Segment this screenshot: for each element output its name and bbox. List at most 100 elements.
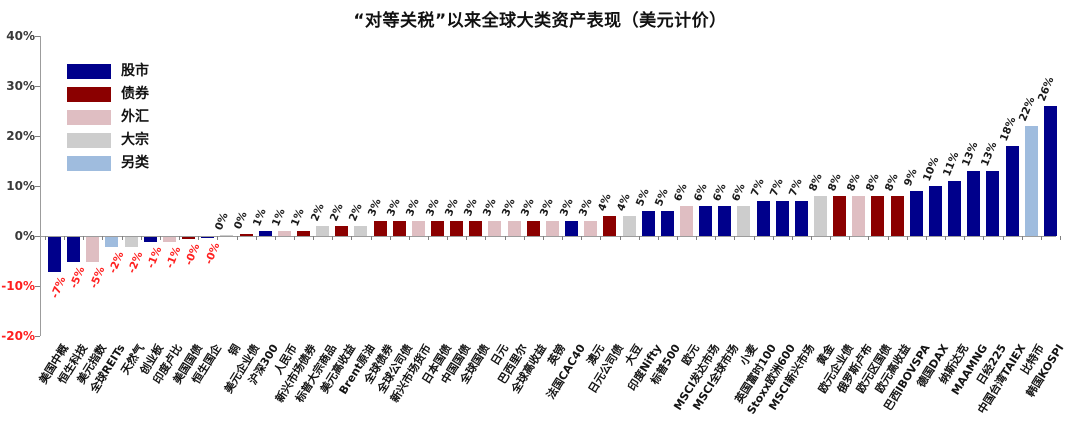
x-axis-tick	[657, 236, 659, 240]
legend-label: 债券	[121, 86, 149, 102]
bar-value-label: 4%	[614, 191, 633, 213]
legend-swatch	[67, 110, 111, 125]
x-axis-tick	[217, 236, 219, 240]
bar	[603, 216, 617, 236]
x-axis-tick	[370, 236, 372, 240]
x-axis-tick	[696, 236, 698, 240]
bar-value-label: 3%	[365, 196, 384, 218]
bar-value-label: 2%	[327, 201, 346, 223]
bar	[201, 237, 215, 238]
bar	[48, 237, 61, 272]
x-axis-tick	[45, 236, 46, 240]
legend-item: 股市	[67, 64, 149, 79]
bar-value-label: -2%	[125, 250, 146, 276]
bar	[162, 237, 176, 242]
bar	[584, 221, 598, 236]
bar-value-label: 8%	[882, 171, 901, 193]
bar	[277, 231, 291, 236]
bar-value-label: 3%	[461, 196, 480, 218]
legend-label: 股市	[121, 63, 149, 79]
x-axis-tick	[255, 236, 257, 240]
x-axis-tick	[408, 236, 410, 240]
y-axis-label: -20%	[1, 329, 35, 343]
legend-item: 外汇	[67, 110, 149, 125]
bar	[641, 211, 655, 236]
bar	[1043, 106, 1057, 236]
y-axis-label: -10%	[1, 279, 35, 293]
y-axis-label: 10%	[6, 179, 35, 193]
bar	[737, 206, 751, 236]
x-axis-tick	[1059, 236, 1061, 240]
x-axis-tick	[791, 236, 793, 240]
bar	[909, 191, 923, 236]
x-axis-tick	[925, 236, 927, 240]
bar-value-label: 11%	[940, 150, 961, 178]
x-axis-tick	[868, 236, 870, 240]
bar	[105, 237, 119, 247]
y-axis-line	[40, 36, 41, 336]
bar	[565, 221, 579, 236]
x-axis-tick	[811, 236, 812, 240]
bar-value-label: 13%	[978, 140, 1000, 168]
bar	[756, 201, 770, 236]
bar-value-label: 13%	[959, 140, 981, 168]
bar	[794, 201, 808, 236]
x-axis-tick	[485, 236, 487, 240]
x-axis-tick	[121, 236, 123, 240]
bar-value-label: 26%	[1036, 75, 1057, 103]
x-axis-tick	[600, 236, 602, 240]
bar	[986, 171, 1000, 236]
legend-swatch	[67, 87, 111, 102]
bar-value-label: -5%	[87, 265, 107, 291]
legend-item: 大宗	[67, 133, 149, 148]
bar-value-label: 8%	[863, 171, 882, 193]
bar-value-label: 10%	[921, 155, 942, 183]
bar	[239, 234, 253, 236]
legend-swatch	[67, 64, 111, 79]
bar	[928, 186, 942, 236]
bar	[67, 237, 81, 262]
x-axis-tick	[945, 236, 947, 240]
bar	[392, 221, 406, 236]
bar-value-label: 5%	[653, 186, 671, 208]
bar-value-label: 7%	[748, 176, 767, 198]
x-axis-tick	[581, 236, 583, 240]
legend-label: 大宗	[121, 132, 149, 148]
legend-label: 另类	[121, 155, 149, 171]
bar-value-label: 7%	[768, 176, 786, 198]
x-axis-tick	[1021, 236, 1023, 240]
x-axis-tick	[447, 236, 449, 240]
x-axis-tick	[64, 236, 66, 240]
bar	[143, 237, 157, 242]
bar-value-label: 9%	[902, 166, 920, 188]
bar	[622, 216, 636, 236]
bar	[488, 221, 502, 236]
bar-value-label: 6%	[729, 181, 748, 203]
bar-value-label: 3%	[538, 196, 557, 218]
x-axis-tick	[523, 236, 525, 240]
y-axis-tick	[35, 136, 40, 137]
x-axis-tick	[1002, 236, 1004, 240]
x-axis-tick	[332, 236, 334, 240]
bar	[660, 211, 674, 236]
x-axis-tick	[351, 236, 353, 240]
plot-area: 股市 债券 外汇 大宗 另类 40% 30% 20% 10% 0% -10% -20% -7% 美国中概…	[1, 29, 1066, 417]
bar-value-label: 2%	[308, 201, 327, 223]
x-axis-tick	[83, 236, 85, 240]
legend-item: 债券	[67, 87, 149, 102]
bar-value-label: 18%	[997, 115, 1019, 143]
x-axis-tick	[542, 236, 544, 240]
bar	[507, 221, 521, 236]
x-axis-tick	[964, 236, 966, 240]
bar	[545, 221, 559, 236]
bar-value-label: 3%	[557, 196, 576, 218]
bar-value-label: 6%	[710, 181, 729, 203]
x-axis-tick	[293, 236, 295, 240]
bar-value-label: 5%	[634, 186, 652, 208]
x-axis-tick	[619, 236, 621, 240]
bar-value-label: 3%	[480, 196, 499, 218]
bar-value-label: -0%	[202, 241, 222, 267]
bar-value-label: -7%	[49, 275, 69, 301]
bar	[871, 196, 885, 236]
